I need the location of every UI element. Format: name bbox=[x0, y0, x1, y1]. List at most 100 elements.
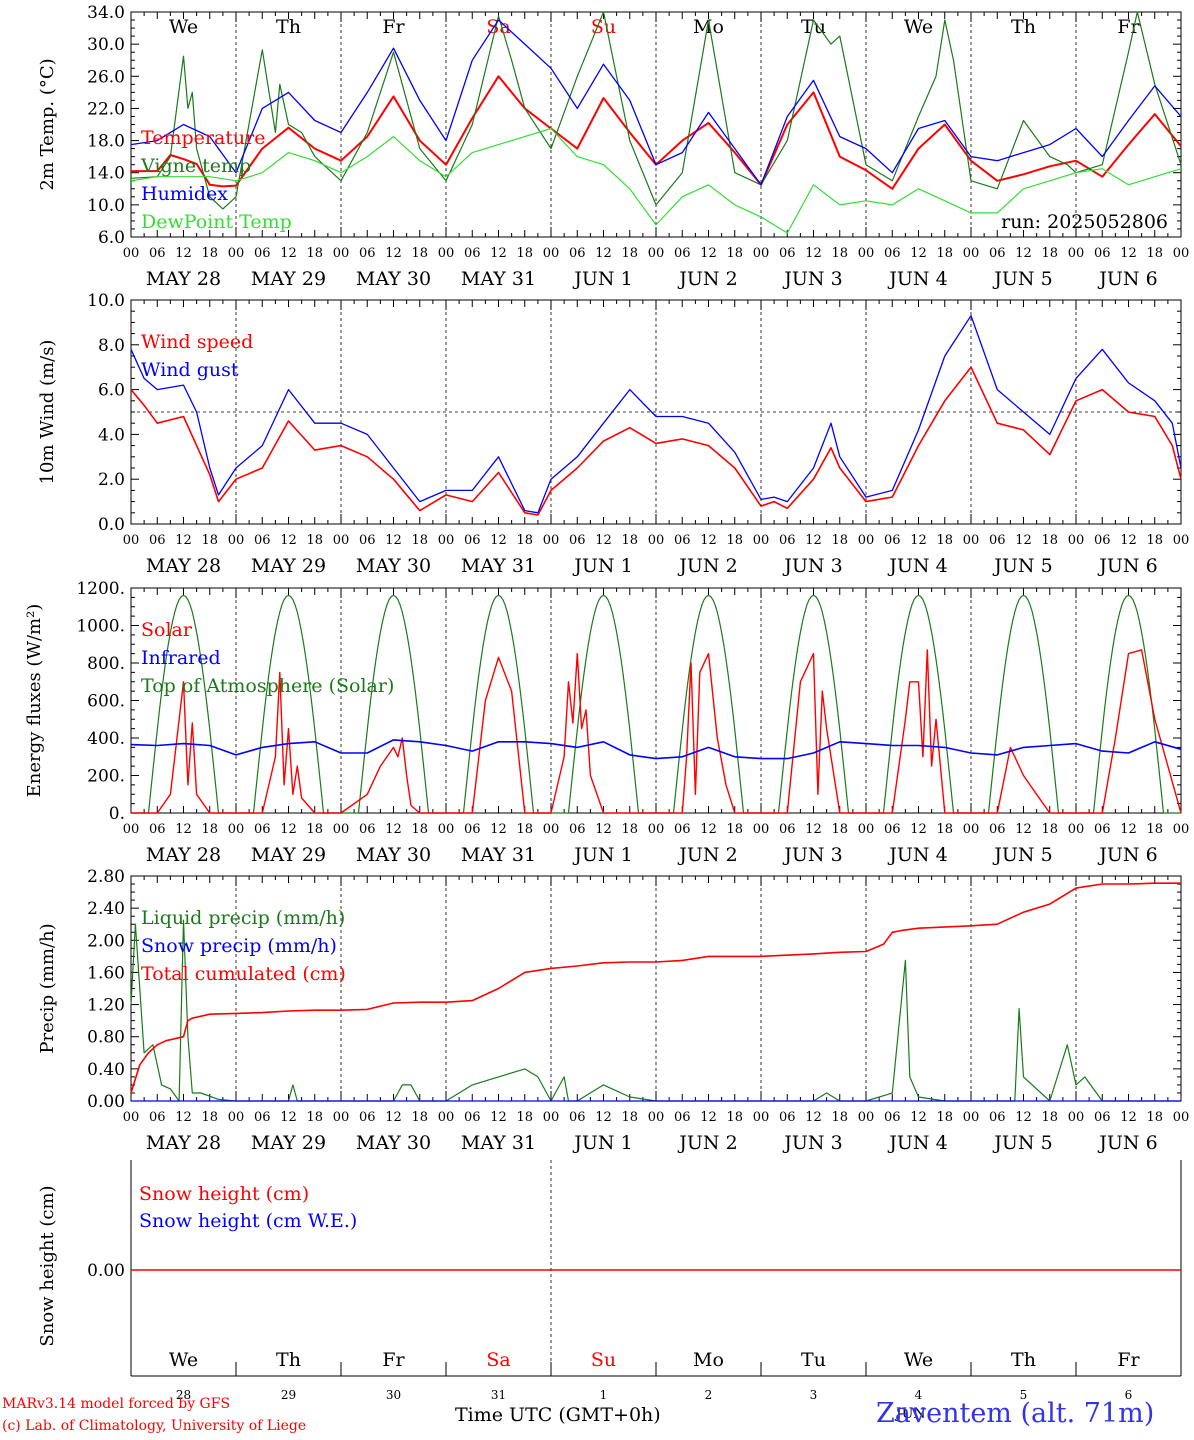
snow-panel-day-number: 31 bbox=[491, 1388, 506, 1402]
wind-panel-series-line-wind-speed bbox=[130, 366, 1182, 516]
precip-panel-date-label: JUN 6 bbox=[1097, 1132, 1157, 1154]
wind-panel-hour-label: 18 bbox=[411, 533, 428, 548]
temp-panel-weekday-label: We bbox=[169, 16, 198, 38]
energy-panel-hour-label: 12 bbox=[805, 822, 822, 837]
precip-panel-hour-label: 12 bbox=[1015, 1110, 1032, 1125]
precip-panel-date-label: JUN 2 bbox=[677, 1132, 737, 1154]
snow-panel-weekday-label: Th bbox=[276, 1349, 301, 1371]
wind-panel-hour-label: 18 bbox=[831, 533, 848, 548]
wind-panel-hour-label: 06 bbox=[464, 533, 481, 548]
temp-panel-hour-label: 06 bbox=[989, 246, 1006, 261]
temp-panel-hour-label: 00 bbox=[648, 246, 665, 261]
wind-panel-date-label: MAY 29 bbox=[251, 555, 326, 577]
temp-panel-weekday-label: Sa bbox=[486, 16, 510, 38]
temp-panel-hour-label: 18 bbox=[201, 246, 218, 261]
precip-panel-hour-label: 00 bbox=[123, 1110, 140, 1125]
snow-panel-day-number: 28 bbox=[176, 1388, 191, 1402]
energy-panel-hour-label: 00 bbox=[858, 822, 875, 837]
snow-panel-weekday-label: Th bbox=[1011, 1349, 1036, 1371]
temp-panel-legend-entry: Temperature bbox=[141, 127, 265, 149]
temp-panel-hour-label: 12 bbox=[175, 246, 192, 261]
temp-panel-y-tick-label: 22.0 bbox=[87, 99, 125, 119]
wind-panel-hour-label: 18 bbox=[1146, 533, 1163, 548]
wind-panel-hour-label: 12 bbox=[280, 533, 297, 548]
wind-panel-hour-label: 12 bbox=[805, 533, 822, 548]
snow-panel-day-number: 2 bbox=[705, 1388, 713, 1402]
snow-panel-day-number: 30 bbox=[386, 1388, 401, 1402]
energy-panel-y-tick-label: 800. bbox=[87, 654, 125, 674]
wind-panel-hour-label: 12 bbox=[490, 533, 507, 548]
snow-panel-legend-entry: Snow height (cm) bbox=[139, 1183, 309, 1205]
energy-panel-hour-label: 06 bbox=[674, 822, 691, 837]
energy-panel-hour-label: 00 bbox=[1173, 822, 1190, 837]
energy-panel-hour-label: 12 bbox=[595, 822, 612, 837]
wind-panel-hour-label: 00 bbox=[1173, 533, 1190, 548]
temp-panel-date-label: JUN 2 bbox=[677, 268, 737, 290]
wind-panel-hour-label: 06 bbox=[254, 533, 271, 548]
energy-panel-hour-label: 18 bbox=[831, 822, 848, 837]
wind-panel-hour-label: 00 bbox=[333, 533, 350, 548]
precip-panel-hour-label: 12 bbox=[280, 1110, 297, 1125]
temp-panel-date-label: JUN 4 bbox=[887, 268, 947, 290]
precip-panel-hour-label: 00 bbox=[438, 1110, 455, 1125]
temp-panel-hour-label: 18 bbox=[831, 246, 848, 261]
wind-panel-hour-label: 18 bbox=[1041, 533, 1058, 548]
energy-panel-hour-label: 12 bbox=[910, 822, 927, 837]
snow-panel-day-number: 6 bbox=[1125, 1388, 1133, 1402]
precip-panel-hour-label: 00 bbox=[858, 1110, 875, 1125]
temp-panel-hour-label: 06 bbox=[359, 246, 376, 261]
precip-panel-legend-entry: Total cumulated (cm) bbox=[141, 963, 346, 985]
energy-panel-hour-label: 06 bbox=[884, 822, 901, 837]
wind-panel-hour-label: 12 bbox=[1015, 533, 1032, 548]
temp-panel-hour-label: 18 bbox=[411, 246, 428, 261]
temp-panel-hour-label: 06 bbox=[1094, 246, 1111, 261]
temp-panel-hour-label: 00 bbox=[438, 246, 455, 261]
wind-panel-hour-label: 12 bbox=[1120, 533, 1137, 548]
precip-panel-hour-label: 06 bbox=[254, 1110, 271, 1125]
energy-panel-hour-label: 06 bbox=[1094, 822, 1111, 837]
wind-panel-hour-label: 18 bbox=[726, 533, 743, 548]
wind-panel-date-label: JUN 6 bbox=[1097, 555, 1157, 577]
snow-panel-weekday-label: Fr bbox=[382, 1349, 405, 1371]
wind-panel-hour-label: 06 bbox=[569, 533, 586, 548]
energy-panel-date-label: MAY 31 bbox=[461, 844, 536, 866]
energy-panel-hour-label: 12 bbox=[385, 822, 402, 837]
energy-panel-hour-label: 00 bbox=[438, 822, 455, 837]
precip-panel-hour-label: 12 bbox=[175, 1110, 192, 1125]
precip-panel-date-label: JUN 1 bbox=[572, 1132, 632, 1154]
energy-panel-hour-label: 06 bbox=[359, 822, 376, 837]
precip-panel-hour-label: 18 bbox=[936, 1110, 953, 1125]
temp-panel-y-tick-label: 10.0 bbox=[87, 196, 125, 216]
energy-panel-hour-label: 18 bbox=[306, 822, 323, 837]
energy-panel-y-tick-label: 0. bbox=[109, 804, 125, 824]
energy-panel-series-line-infrared bbox=[130, 739, 1182, 760]
precip-panel-y-tick-label: 1.20 bbox=[87, 996, 125, 1016]
precip-panel-date-label: MAY 31 bbox=[461, 1132, 536, 1154]
temp-panel-date-label: JUN 3 bbox=[782, 268, 842, 290]
energy-panel-hour-label: 00 bbox=[123, 822, 140, 837]
precip-panel-hour-label: 00 bbox=[753, 1110, 770, 1125]
temp-panel-weekday-label: Fr bbox=[382, 16, 405, 38]
precip-panel-hour-label: 06 bbox=[779, 1110, 796, 1125]
temp-panel-date-label: JUN 6 bbox=[1097, 268, 1157, 290]
temp-panel-hour-label: 06 bbox=[149, 246, 166, 261]
energy-panel-hour-label: 18 bbox=[936, 822, 953, 837]
temp-panel-weekday-label: We bbox=[904, 16, 933, 38]
temp-panel-hour-label: 18 bbox=[621, 246, 638, 261]
temp-panel-hour-label: 00 bbox=[543, 246, 560, 261]
energy-panel-date-label: MAY 30 bbox=[356, 844, 431, 866]
precip-panel-date-label: JUN 4 bbox=[887, 1132, 947, 1154]
energy-panel-legend-entry: Top of Atmosphere (Solar) bbox=[141, 675, 394, 697]
energy-panel-hour-label: 12 bbox=[280, 822, 297, 837]
credit-line-2: (c) Lab. of Climatology, University of L… bbox=[2, 1418, 307, 1434]
precip-panel-hour-label: 06 bbox=[1094, 1110, 1111, 1125]
month-label: JUN bbox=[896, 1406, 926, 1422]
precip-panel-legend-entry: Liquid precip (mm/h) bbox=[141, 907, 345, 929]
energy-panel-y-tick-label: 400. bbox=[87, 729, 125, 749]
temp-panel-hour-label: 06 bbox=[464, 246, 481, 261]
temp-panel-y-tick-label: 30.0 bbox=[87, 35, 125, 55]
energy-panel-hour-label: 18 bbox=[1041, 822, 1058, 837]
temp-panel-hour-label: 06 bbox=[569, 246, 586, 261]
wind-panel-hour-label: 00 bbox=[123, 533, 140, 548]
